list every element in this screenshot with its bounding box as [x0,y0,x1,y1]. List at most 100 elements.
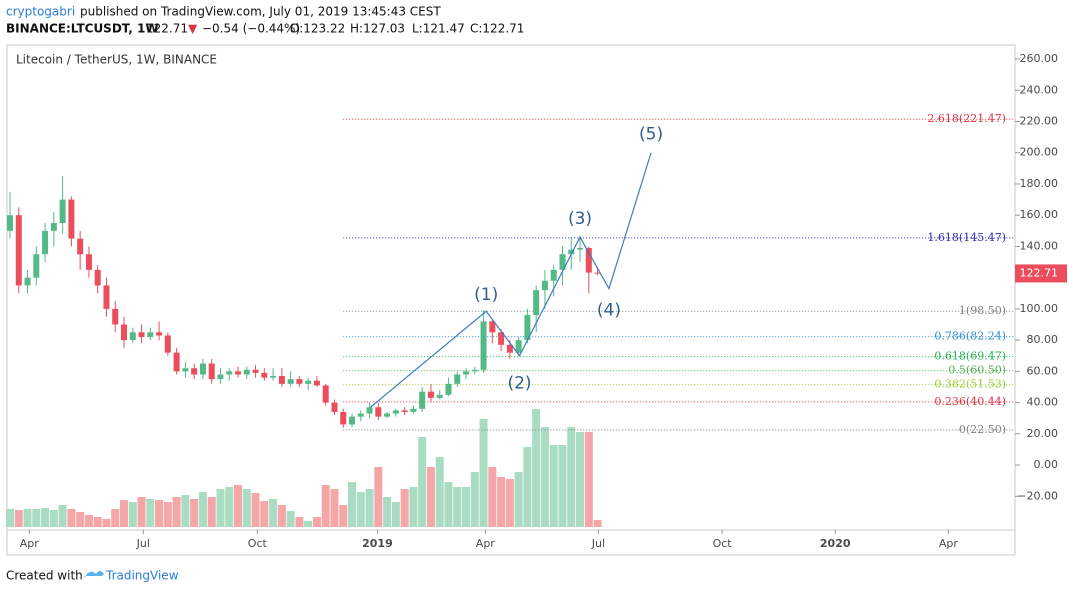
volume-bar [58,505,67,527]
brand[interactable]: TradingView [105,569,179,583]
x-tick-label: 2020 [820,537,851,550]
volume-bar [532,409,541,527]
candle-body [164,335,171,353]
candle-body [296,379,303,384]
candle-body [270,376,277,378]
plot: −20.000.0020.0040.0060.0080.00100.00120.… [5,52,1067,550]
candle-body [129,332,136,341]
y-tick-label: 100.00 [1020,302,1059,315]
y-tick-label: 220.00 [1020,115,1059,128]
volume-bar [418,437,427,527]
volume-bar [163,502,172,527]
wave-label: (4) [597,301,621,321]
volume-bar [593,520,602,527]
volume-bar [172,497,181,527]
wave-label: (1) [474,285,498,305]
candle-body [50,223,57,231]
volume-bar [453,487,462,527]
volume-bar [146,499,155,527]
y-tick-label: 180.00 [1020,177,1059,190]
volume-bar [225,487,234,527]
volume-bar [549,445,558,527]
volume-bar [365,489,374,527]
candle-body [498,332,505,345]
candle-body [278,376,285,384]
y-tick-label: 240.00 [1020,83,1059,96]
candle-body [594,272,601,274]
last-price: 122.71 [146,22,188,36]
volume-bar [242,489,251,527]
volume-bar [155,500,164,527]
footer-text: Created with [6,569,83,583]
volume-bar [470,472,479,527]
y-tick-label: 260.00 [1020,52,1059,65]
price-badge [1015,264,1067,283]
author[interactable]: cryptogabri [6,5,75,19]
volume-bar [576,432,585,527]
volume-bar [23,509,32,527]
fib-label: 2.618(221.47) [927,112,1006,125]
candle-body [226,371,233,375]
volume-bar [374,467,383,527]
wave-line [370,152,652,408]
volume-bar [84,515,93,527]
y-tick-label: 0.00 [1034,458,1059,471]
volume-bar [120,500,129,527]
candle-body [33,254,40,278]
candle-body [191,368,198,375]
candle-body [533,290,540,316]
candle-body [366,407,373,414]
y-tick-label: 60.00 [1027,364,1059,377]
candle-body [235,371,242,375]
candle-body [77,238,84,255]
fib-label: 0.236(40.44) [934,395,1006,408]
volume-bar [295,517,304,527]
candle-body [577,247,584,250]
candle-body [217,374,224,380]
x-tick-label: Apr [20,537,40,550]
close: C:122.71 [470,22,524,36]
arrow: ▼ [188,22,198,36]
volume-bar [514,472,523,527]
y-tick-label: 200.00 [1020,146,1059,159]
candle-body [331,402,338,412]
volume-bar [356,492,365,527]
volume-bar [497,477,506,527]
candle-body [261,372,268,378]
volume-bar [286,511,295,527]
wave-label: (2) [507,374,531,394]
volume-bar [540,427,549,527]
volume-bar [5,509,14,527]
volume-bar [339,505,348,527]
candle-body [322,385,329,403]
volume-bar [198,492,207,527]
low: L:121.47 [412,22,465,36]
candle-body [463,371,470,375]
high: H:127.03 [350,22,405,36]
candle-body [480,321,487,370]
candle-body [515,340,522,353]
candle-body [138,332,145,337]
wave-label: (3) [568,209,592,229]
candle-body [489,321,496,333]
volume-bar [523,447,532,527]
volume-bar [383,497,392,527]
open: O:123.22 [290,22,345,36]
x-tick-label: Apr [939,537,959,550]
candle-body [375,407,382,417]
volume-bar [128,502,137,527]
volume-bar [304,521,313,527]
volume-bar [269,499,278,527]
volume-bar [181,495,190,527]
candle-body [6,215,13,231]
volume-bar [567,427,576,527]
candle-body [173,352,180,372]
candle-body [59,199,66,224]
volume-bar [102,519,111,527]
candle-body [585,247,592,273]
volume-bar [435,457,444,527]
candle-body [68,199,75,239]
volume-bar [312,517,321,527]
symbol: BINANCE:LTCUSDT, 1W [6,22,159,36]
volume-bar [348,482,357,527]
